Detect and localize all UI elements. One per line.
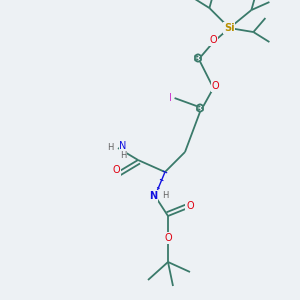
Text: Si: Si — [224, 23, 235, 33]
Text: N: N — [119, 141, 127, 151]
Text: H: H — [120, 152, 126, 160]
Text: O: O — [164, 233, 172, 243]
Text: O: O — [210, 35, 217, 45]
Text: N: N — [149, 191, 157, 201]
Text: H: H — [162, 191, 168, 200]
Text: O: O — [112, 165, 120, 175]
Text: O: O — [212, 81, 219, 91]
Text: I: I — [169, 93, 172, 103]
Text: O: O — [186, 201, 194, 211]
Text: H: H — [108, 143, 114, 152]
